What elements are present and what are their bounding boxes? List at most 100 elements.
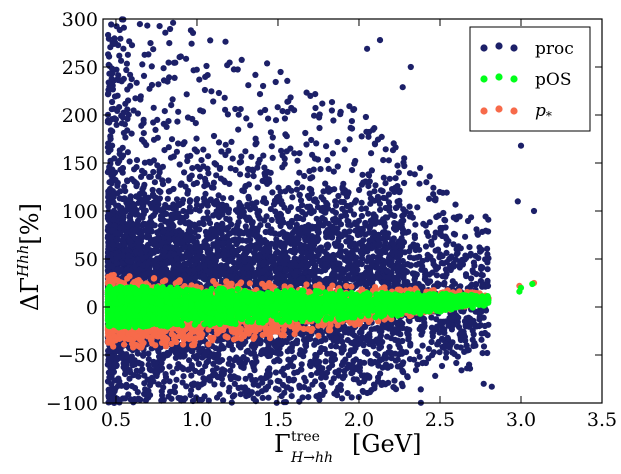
data-point <box>334 392 341 399</box>
data-point <box>368 167 375 174</box>
data-point <box>198 381 205 388</box>
data-point <box>470 259 477 266</box>
data-point <box>178 180 185 187</box>
data-point <box>166 40 173 47</box>
data-point <box>224 111 231 118</box>
data-point <box>214 374 221 381</box>
data-point <box>384 333 391 340</box>
data-point <box>322 358 329 365</box>
data-point <box>385 157 392 164</box>
data-point <box>280 399 288 406</box>
data-point <box>323 143 330 150</box>
data-point <box>305 394 312 401</box>
data-point <box>201 183 208 190</box>
data-point <box>411 356 418 363</box>
data-point <box>443 189 450 196</box>
data-point <box>264 222 271 229</box>
data-point <box>237 171 244 178</box>
data-point <box>442 266 449 273</box>
data-point <box>173 376 180 383</box>
data-point <box>404 374 411 381</box>
data-point <box>108 381 115 388</box>
data-point <box>417 164 424 172</box>
data-point <box>242 388 249 395</box>
data-point <box>141 181 148 188</box>
data-point-outlier <box>466 361 473 368</box>
data-point <box>377 206 384 213</box>
data-point-outlier <box>376 37 384 44</box>
data-point <box>339 338 346 345</box>
data-point <box>220 195 227 202</box>
data-point <box>307 92 314 99</box>
data-point <box>399 257 406 265</box>
data-point <box>116 150 123 157</box>
data-point <box>120 114 127 121</box>
data-point <box>412 246 419 254</box>
data-point <box>226 230 233 237</box>
data-point <box>165 118 172 125</box>
data-point-outlier <box>445 342 452 349</box>
data-point <box>222 38 229 45</box>
data-point <box>466 244 473 251</box>
data-point <box>168 346 175 353</box>
data-point <box>348 118 355 125</box>
data-point <box>463 315 470 322</box>
data-point <box>440 209 447 217</box>
data-point <box>358 205 365 212</box>
data-point <box>369 126 377 133</box>
data-point <box>260 152 267 159</box>
data-point <box>106 62 113 70</box>
data-point <box>442 354 450 361</box>
data-point <box>294 157 301 164</box>
data-point <box>425 252 432 260</box>
data-point <box>368 326 375 333</box>
data-point <box>452 201 459 208</box>
data-point <box>179 379 186 386</box>
data-point <box>145 356 152 363</box>
data-point <box>220 397 227 404</box>
data-point <box>409 270 416 277</box>
data-point <box>139 61 146 68</box>
data-point <box>111 361 118 368</box>
data-point <box>281 115 288 122</box>
data-point <box>382 146 389 153</box>
data-point <box>433 266 440 273</box>
data-point <box>394 162 401 169</box>
data-point <box>207 37 214 44</box>
data-point <box>279 164 286 171</box>
data-point <box>150 119 157 126</box>
data-point <box>307 363 314 370</box>
data-point <box>144 22 151 29</box>
data-point <box>140 130 147 137</box>
data-point <box>244 347 251 354</box>
data-point <box>161 108 168 115</box>
data-point <box>466 323 473 330</box>
data-point <box>113 66 120 73</box>
data-point <box>125 391 132 398</box>
data-point <box>155 81 162 88</box>
data-point <box>300 216 307 223</box>
data-point <box>250 173 257 180</box>
data-point <box>302 129 309 137</box>
data-point <box>107 127 114 134</box>
data-point <box>449 278 456 285</box>
data-point <box>146 173 153 180</box>
data-point <box>180 373 187 380</box>
data-point <box>128 42 136 49</box>
data-point <box>442 217 449 224</box>
data-point <box>106 389 113 396</box>
data-point <box>430 349 437 356</box>
data-point <box>482 256 489 263</box>
data-point <box>205 153 212 160</box>
data-point <box>244 172 251 179</box>
data-point <box>254 390 261 397</box>
data-point <box>150 46 157 53</box>
data-point <box>485 216 492 223</box>
data-point-outlier <box>480 380 487 387</box>
data-point <box>132 95 139 102</box>
data-point <box>317 166 324 173</box>
data-point <box>399 383 406 390</box>
data-point <box>190 181 197 188</box>
data-point <box>288 393 295 400</box>
data-point <box>289 194 296 201</box>
